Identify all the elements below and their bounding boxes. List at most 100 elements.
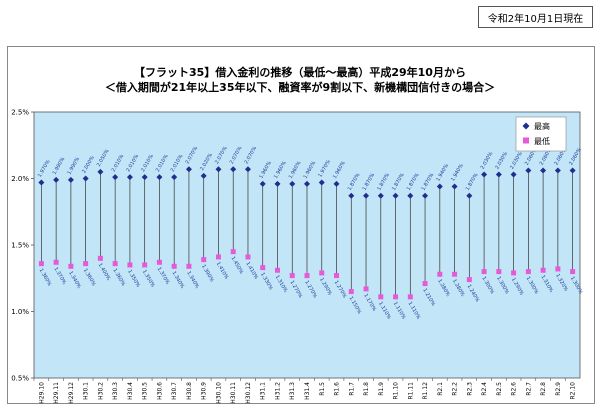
max-marker: [304, 180, 310, 187]
chart-title: 【フラット35】借入金利の推移（最低～最高）平成29年10月から: [134, 66, 466, 79]
min-marker: [348, 289, 354, 295]
x-tick-label: R1.6: [334, 382, 341, 396]
max-marker: [481, 171, 488, 178]
max-marker: [318, 179, 325, 186]
x-tick-label: R1.7: [348, 382, 355, 396]
max-marker: [451, 183, 458, 190]
min-marker: [319, 270, 325, 276]
min-marker: [289, 273, 295, 279]
series-min: [38, 249, 576, 300]
legend-max-marker: [522, 122, 530, 130]
max-marker: [185, 166, 192, 173]
min-marker: [171, 263, 177, 269]
min-marker: [38, 261, 44, 267]
min-marker: [97, 255, 103, 261]
min-marker: [334, 273, 340, 279]
min-marker: [68, 263, 74, 269]
x-tick-label: R1.8: [363, 382, 370, 396]
max-marker: [244, 166, 251, 173]
min-marker: [496, 269, 502, 275]
date-box: 令和2年10月1日現在: [478, 6, 593, 28]
x-tick-label: R2.10: [570, 382, 577, 400]
legend: 最高 最低: [515, 116, 567, 152]
x-tick-label: H30.12: [245, 382, 252, 404]
max-marker: [259, 180, 266, 187]
x-axis: H29.10 H29.11 H29.12 H30.1 H30.2 H30.3 H30.4 H3…: [33, 378, 577, 404]
max-marker: [230, 166, 237, 173]
x-tick-label: R2.8: [540, 382, 547, 396]
max-marker: [126, 174, 133, 181]
x-tick-label: R2.6: [511, 382, 518, 396]
min-marker: [363, 286, 369, 292]
max-marker: [466, 192, 473, 199]
y-axis: 0.5% 1.0% 1.5% 2.0% 2.5%: [11, 109, 34, 383]
max-marker: [377, 192, 384, 199]
x-tick-label: H30.4: [127, 382, 134, 400]
x-tick-label: H29.11: [53, 382, 60, 404]
max-marker: [156, 174, 163, 181]
min-marker: [53, 259, 59, 265]
x-tick-label: R1.12: [422, 382, 429, 400]
max-marker: [333, 180, 340, 187]
min-marker: [186, 263, 192, 269]
x-tick-label: H31.2: [274, 382, 281, 400]
as-of-date: 令和2年10月1日現在: [487, 13, 584, 25]
min-marker: [215, 254, 221, 260]
x-tick-label: H29.10: [38, 382, 45, 404]
x-tick-label: R2.2: [452, 382, 459, 396]
min-marker: [260, 265, 266, 271]
x-tick-label: H30.11: [230, 382, 237, 404]
min-max-connectors: [41, 169, 573, 297]
x-tick-label: H30.5: [142, 382, 149, 400]
max-marker: [363, 192, 370, 199]
max-marker: [171, 174, 178, 181]
max-marker: [53, 176, 60, 183]
min-marker: [540, 267, 546, 273]
max-marker: [67, 176, 74, 183]
y-tick-label: 1.5%: [11, 242, 29, 250]
min-marker: [452, 271, 458, 277]
min-marker: [570, 269, 576, 275]
max-marker: [274, 180, 281, 187]
x-tick-label: H29.12: [68, 382, 75, 404]
x-tick-label: R2.1: [437, 382, 444, 396]
min-marker: [393, 294, 399, 300]
y-tick-label: 2.5%: [11, 109, 29, 117]
x-tick-label: R1.9: [378, 382, 385, 396]
x-tick-label: H31.4: [304, 382, 311, 400]
max-marker: [215, 166, 222, 173]
x-tick-label: H31.3: [289, 382, 296, 400]
legend-min-label: 最低: [534, 136, 550, 146]
x-tick-label: R2.3: [466, 382, 473, 396]
min-marker: [555, 266, 561, 272]
x-tick-label: R2.7: [525, 382, 532, 396]
max-marker: [554, 167, 561, 174]
x-tick-label: R1.11: [407, 382, 414, 400]
max-marker: [112, 174, 119, 181]
min-marker: [230, 249, 236, 255]
min-marker: [378, 294, 384, 300]
min-marker: [437, 271, 443, 277]
min-marker: [112, 261, 118, 267]
min-marker: [142, 262, 148, 268]
max-marker: [407, 192, 414, 199]
max-marker: [38, 179, 45, 186]
x-tick-label: H30.10: [215, 382, 222, 404]
min-marker: [201, 257, 207, 263]
min-marker: [481, 269, 487, 275]
max-marker: [200, 172, 207, 179]
legend-max-label: 最高: [534, 121, 550, 131]
y-tick-label: 1.0%: [11, 308, 29, 316]
min-marker: [525, 269, 531, 275]
max-marker: [289, 180, 296, 187]
x-tick-label: H31.1: [260, 382, 267, 400]
x-tick-label: H30.8: [186, 382, 193, 400]
x-tick-label: R1.5: [319, 382, 326, 396]
x-tick-label: H30.6: [156, 382, 163, 400]
min-marker: [466, 277, 472, 283]
x-tick-label: R2.5: [496, 382, 503, 396]
x-tick-label: H30.1: [83, 382, 90, 400]
max-marker: [525, 167, 532, 174]
max-marker: [392, 192, 399, 199]
